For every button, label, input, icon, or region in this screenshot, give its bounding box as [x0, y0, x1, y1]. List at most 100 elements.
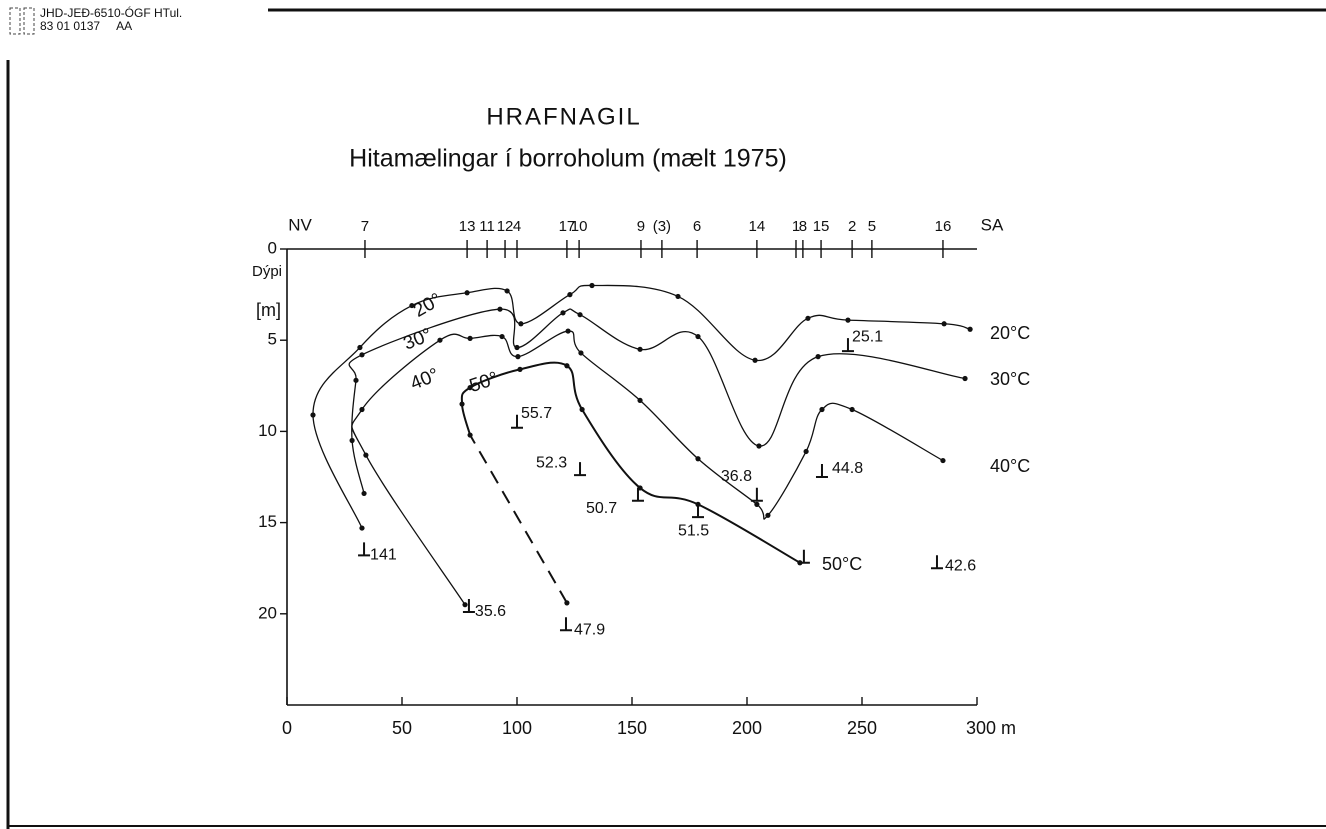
end-marker [797, 549, 810, 564]
borehole-label: (3) [653, 218, 671, 235]
data-point [359, 406, 365, 413]
data-point [565, 328, 571, 334]
series-label: 20°C [990, 323, 1030, 343]
bottom-temp-label: 52.3 [536, 454, 567, 471]
data-point [467, 432, 473, 438]
bottom-marker [574, 462, 587, 477]
borehole-label: 4 [513, 218, 521, 235]
data-point [849, 406, 855, 413]
direction-label: SA [981, 215, 1004, 234]
data-point [515, 354, 521, 360]
data-point [940, 457, 946, 464]
x-tick-label: 250 [847, 718, 877, 738]
data-point [353, 377, 359, 383]
data-point [637, 346, 643, 352]
borehole-label: 12 [497, 218, 514, 235]
data-point [409, 302, 415, 309]
data-point [845, 317, 851, 323]
borehole-label: 9 [637, 218, 645, 235]
bottom-marker [358, 542, 371, 557]
data-point [564, 600, 570, 606]
direction-label: NV [288, 215, 312, 234]
bottom-marker [841, 338, 854, 353]
bottom-temp-label: 141 [370, 547, 397, 564]
data-point [637, 397, 643, 403]
bottom-temp-label: 50.7 [586, 500, 617, 517]
bottom-marker [750, 487, 763, 502]
data-point [752, 357, 758, 363]
borehole-label: 14 [749, 218, 766, 235]
x-tick-label: 100 [502, 718, 532, 738]
bottom-temp-label: 42.6 [945, 557, 976, 574]
data-point [815, 354, 821, 360]
isotherm [460, 361, 801, 564]
header-line: 83 01 0137 AA [40, 19, 132, 33]
data-point [967, 326, 973, 332]
data-point [459, 401, 465, 407]
data-point [805, 315, 811, 321]
data-point [517, 366, 523, 372]
data-point [504, 288, 510, 294]
y-tick-label: 10 [258, 421, 277, 440]
bottom-marker [631, 487, 644, 502]
borehole-label: 10 [571, 218, 588, 235]
data-point [941, 321, 947, 327]
bottom-temp-label: 36.8 [721, 468, 752, 485]
borehole-label: 15 [813, 218, 830, 235]
data-point [462, 602, 468, 608]
bottom-marker [930, 555, 943, 570]
borehole-label: 16 [935, 218, 952, 235]
y-axis-unit: [m] [256, 300, 281, 320]
data-point [560, 310, 566, 316]
data-point [579, 406, 585, 413]
borehole-label: 6 [693, 218, 701, 235]
y-tick-label: 15 [258, 512, 277, 531]
data-point [578, 350, 584, 356]
data-point [675, 293, 681, 300]
bottom-temp-label: 51.5 [678, 522, 709, 539]
data-point [765, 512, 771, 518]
borehole-label: 2 [848, 218, 856, 235]
bottom-temp-label: 25.1 [852, 328, 883, 345]
borehole-label: 8 [799, 218, 807, 235]
data-point [819, 406, 825, 413]
data-point [514, 344, 520, 351]
data-point [518, 321, 524, 327]
stamp-box [23, 7, 35, 35]
data-point [803, 448, 809, 455]
chart-subtitle: Hitamælingar í borroholum (mælt 1975) [349, 145, 787, 173]
x-tick-label: 200 [732, 718, 762, 738]
y-axis-label: Dýpi [252, 263, 282, 280]
isotherm-dashed [469, 434, 568, 604]
data-point [962, 375, 968, 382]
data-point [589, 282, 595, 289]
stamp-box [9, 7, 21, 35]
x-tick-label: 300 m [966, 718, 1016, 738]
y-tick-label: 0 [268, 238, 277, 257]
data-point [359, 352, 365, 358]
bottom-marker [559, 617, 572, 632]
data-point [754, 501, 760, 507]
data-point [349, 437, 355, 444]
data-point [363, 452, 369, 458]
chart-title: HRAFNAGIL [486, 103, 641, 130]
data-point [499, 333, 505, 340]
borehole-label: 7 [361, 218, 369, 235]
header-line: JHD-JEÐ-6510-ÓGF HTul. [40, 5, 182, 20]
data-point [497, 306, 503, 312]
data-point [437, 337, 443, 343]
data-point [467, 335, 473, 341]
bottom-temp-label: 35.6 [475, 603, 506, 620]
data-point [567, 292, 573, 298]
borehole-label: 13 [459, 218, 476, 235]
borehole-label: 1 [792, 218, 800, 235]
x-tick-label: 0 [282, 718, 292, 738]
data-point [359, 525, 365, 531]
series-label: 40°C [990, 456, 1030, 476]
bottom-marker [692, 504, 705, 519]
data-point [564, 363, 570, 369]
data-point [357, 344, 363, 351]
bottom-marker [511, 414, 523, 429]
